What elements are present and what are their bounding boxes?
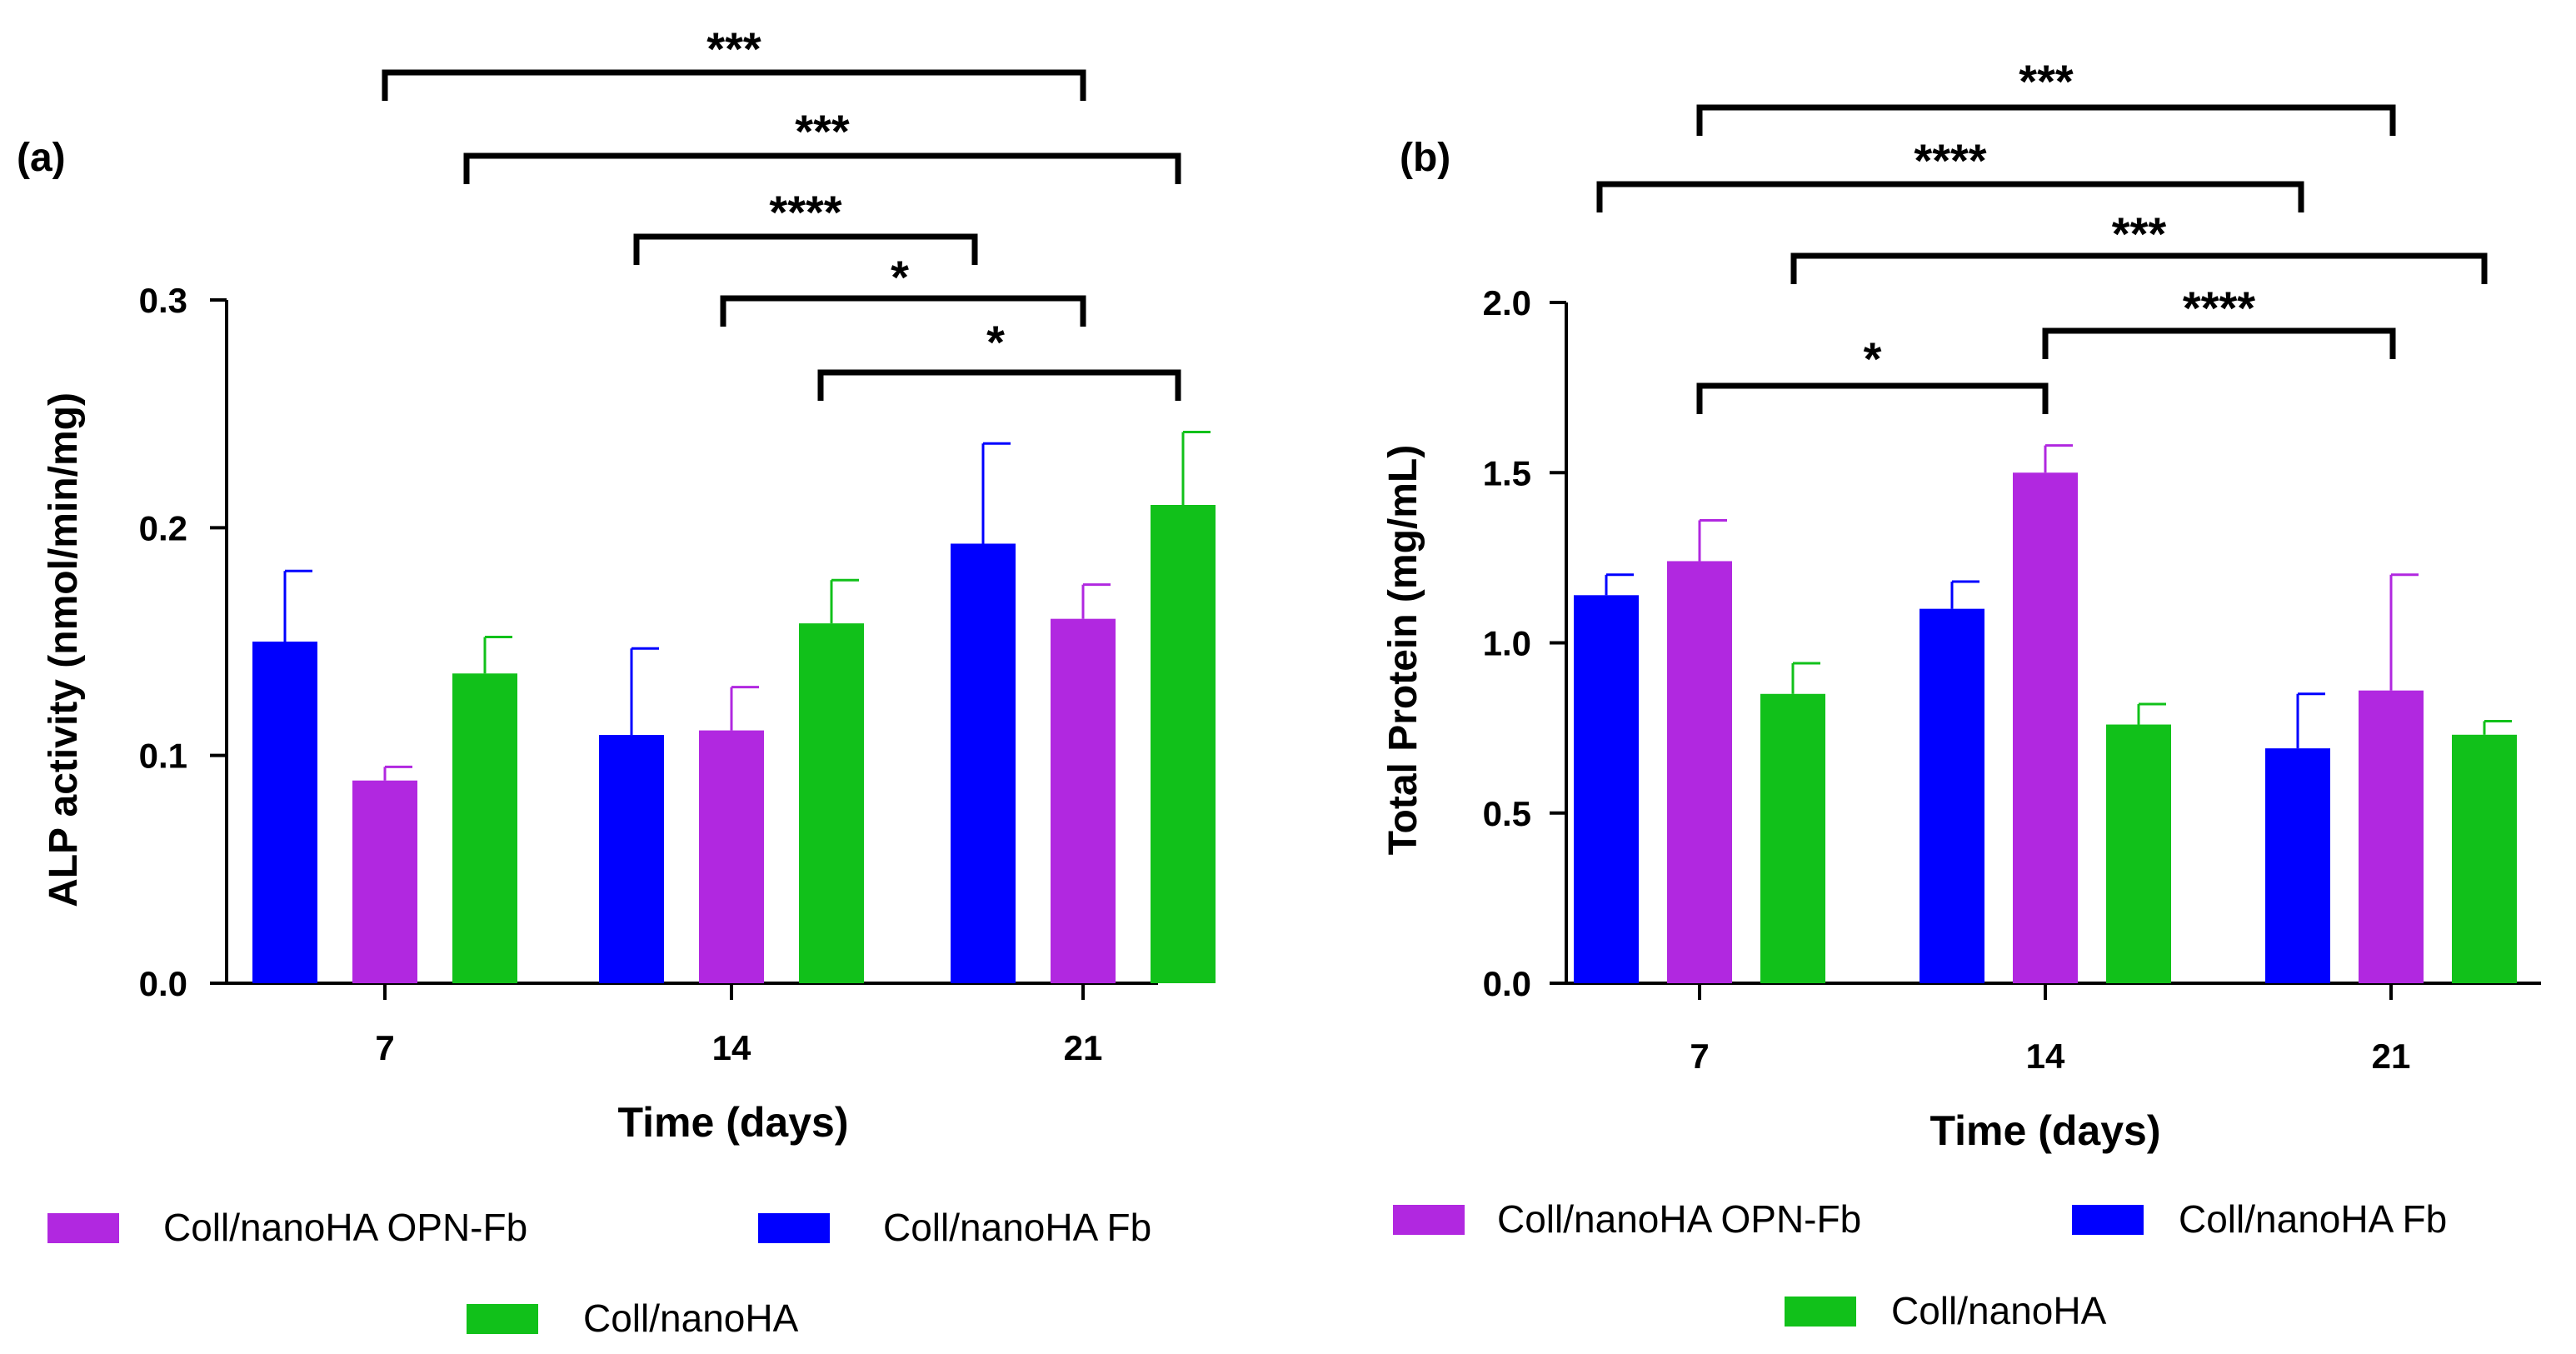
significance-label: *** <box>2112 207 2167 260</box>
y-tick-label: 0.0 <box>1483 964 1531 1003</box>
y-tick-label: 0.3 <box>139 281 187 320</box>
legend-label-opn-fb: Coll/nanoHA OPN-Fb <box>163 1206 527 1249</box>
x-tick-label: 14 <box>712 1028 751 1067</box>
panel-a-plot-area: 0.00.10.20.37 14 21************ <box>139 22 1216 1067</box>
significance-label: * <box>1864 332 1882 385</box>
significance-label: **** <box>769 186 841 238</box>
significance-bracket <box>1696 382 2049 414</box>
significance-bracket <box>463 152 1181 184</box>
bar <box>452 673 517 983</box>
y-tick-label: 0.2 <box>139 508 187 547</box>
y-tick-label: 1.5 <box>1483 453 1531 492</box>
significance-bracket <box>720 295 1086 327</box>
significance-bracket <box>1596 181 2304 212</box>
significance-bracket <box>382 69 1086 101</box>
bar <box>2106 724 2171 983</box>
bar <box>1760 693 1825 983</box>
panel-b-y-axis-title: Total Protein (mg/mL) <box>1381 445 1425 855</box>
legend-swatch-coll-nanoha <box>467 1304 538 1334</box>
significance-label: *** <box>2019 55 2074 107</box>
legend-swatch-coll-nanoha <box>1785 1297 1856 1327</box>
bar <box>2013 472 2078 983</box>
legend-label-coll-nanoha: Coll/nanoHA <box>583 1297 799 1340</box>
bar <box>2265 748 2330 983</box>
bar <box>1920 608 1984 983</box>
legend-label-fb: Coll/nanoHA Fb <box>2179 1197 2447 1241</box>
legend-swatch-fb <box>2072 1205 2144 1235</box>
bar <box>1574 595 1639 983</box>
legend-swatch-opn-fb <box>47 1213 119 1243</box>
bar <box>699 730 764 983</box>
legend-swatch-opn-fb <box>1393 1205 1465 1235</box>
panel-b-legend: Coll/nanoHA OPN-Fb Coll/nanoHA Fb Coll/n… <box>1393 1197 2447 1332</box>
panel-b-plot-area: 0.00.51.01.52.07 14 21*************** <box>1483 55 2541 1076</box>
x-tick-label: 14 <box>2026 1037 2065 1076</box>
x-tick-label: 7 <box>1690 1037 1709 1076</box>
bar <box>2452 734 2517 983</box>
y-tick-label: 0.0 <box>139 964 187 1003</box>
x-tick-label: 7 <box>375 1028 394 1067</box>
bar <box>951 543 1016 983</box>
bar <box>1151 505 1216 983</box>
bar <box>1051 618 1116 983</box>
y-tick-label: 2.0 <box>1483 283 1531 322</box>
panel-a-x-axis-title: Time (days) <box>618 1099 849 1146</box>
legend-label-opn-fb: Coll/nanoHA OPN-Fb <box>1497 1197 1861 1241</box>
panel-a-y-axis-title: ALP activity (nmol/min/mg) <box>42 392 86 907</box>
bar <box>252 642 317 983</box>
panel-b-x-axis-title: Time (days) <box>1930 1107 2161 1154</box>
significance-bracket <box>633 233 978 265</box>
legend-label-coll-nanoha: Coll/nanoHA <box>1891 1289 2107 1332</box>
panel-b-label: (b) <box>1400 136 1450 180</box>
panel-a-label: (a) <box>17 136 66 180</box>
significance-bracket <box>1790 252 2488 284</box>
significance-label: *** <box>706 22 761 75</box>
significance-bracket <box>817 369 1181 401</box>
significance-label: * <box>891 251 909 303</box>
significance-bracket <box>2042 327 2396 359</box>
bar <box>2359 690 2424 983</box>
y-tick-label: 0.1 <box>139 737 187 776</box>
bar <box>352 780 417 983</box>
x-tick-label: 21 <box>1064 1028 1103 1067</box>
significance-label: * <box>986 316 1005 368</box>
bar <box>599 735 664 983</box>
panel-a-legend: Coll/nanoHA OPN-Fb Coll/nanoHA Fb Coll/n… <box>47 1206 1151 1340</box>
bar <box>799 623 864 983</box>
panel-b: (b) Total Protein (mg/mL) Time (days) 0.… <box>1381 55 2541 1332</box>
significance-label: **** <box>2183 282 2255 334</box>
panel-a: (a) ALP activity (nmol/min/mg) Time (day… <box>17 22 1216 1340</box>
significance-label: **** <box>1914 134 1986 187</box>
x-tick-label: 21 <box>2372 1037 2411 1076</box>
significance-label: *** <box>795 105 850 157</box>
legend-swatch-fb <box>758 1213 830 1243</box>
legend-label-fb: Coll/nanoHA Fb <box>883 1206 1151 1249</box>
bar <box>1667 561 1732 983</box>
significance-bracket <box>1696 104 2396 136</box>
significance-bracket <box>633 233 978 265</box>
y-tick-label: 1.0 <box>1483 624 1531 663</box>
y-tick-label: 0.5 <box>1483 794 1531 833</box>
